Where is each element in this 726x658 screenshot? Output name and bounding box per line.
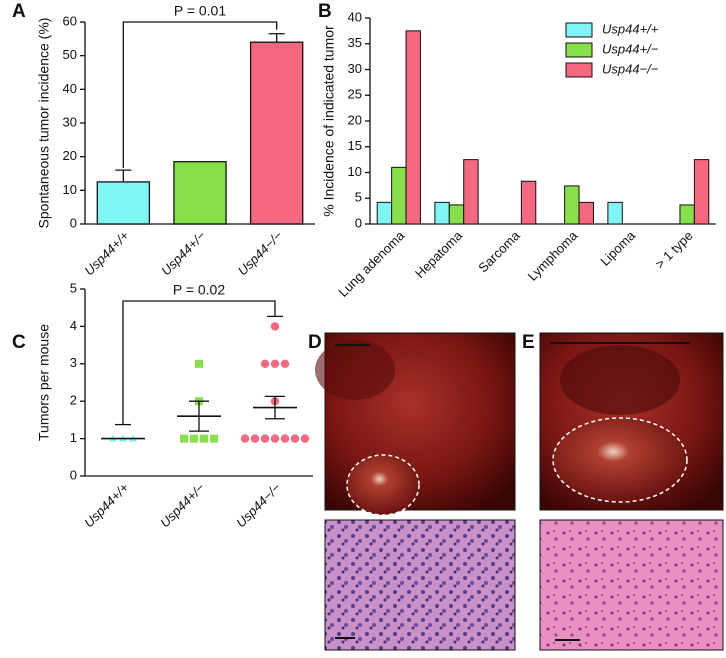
y-tick-label: 25 bbox=[348, 87, 362, 102]
dot bbox=[190, 434, 198, 443]
x-tick-label: > 1 type bbox=[652, 228, 696, 272]
bar bbox=[520, 180, 537, 225]
y-tick-label: 5 bbox=[70, 280, 77, 295]
bar bbox=[578, 201, 594, 225]
y-tick-label: 2 bbox=[70, 393, 77, 408]
panel-label: E bbox=[522, 332, 535, 353]
legend-swatch bbox=[565, 42, 593, 58]
x-tick-label: Usp44+/− bbox=[158, 228, 209, 279]
dot bbox=[260, 434, 270, 443]
dot bbox=[250, 434, 260, 443]
x-tick-label: Hepatoma bbox=[412, 227, 466, 281]
annotation: P = 0.02 bbox=[173, 282, 226, 298]
y-tick-label: 3 bbox=[70, 355, 77, 370]
bar bbox=[434, 201, 450, 225]
bar bbox=[376, 201, 393, 225]
x-tick-label: Lipoma bbox=[597, 227, 638, 268]
error-bar bbox=[115, 169, 132, 182]
y-tick-label: 5 bbox=[355, 190, 362, 205]
dot bbox=[270, 359, 280, 368]
annotation: P = 0.01 bbox=[174, 3, 227, 19]
y-tick-label: 0 bbox=[70, 215, 77, 230]
legend-label: Usp44+/− bbox=[602, 41, 659, 56]
y-tick-label: 35 bbox=[348, 35, 362, 50]
y-tick-label: 40 bbox=[63, 81, 77, 96]
dot bbox=[195, 359, 203, 368]
photo-e bbox=[539, 332, 724, 651]
y-axis-label: Spontaneous tumor incidence (%) bbox=[36, 18, 52, 229]
y-tick-label: 20 bbox=[348, 112, 362, 127]
y-tick-label: 30 bbox=[348, 61, 362, 76]
x-tick-label: Lymphoma bbox=[525, 227, 581, 283]
y-tick-label: 10 bbox=[63, 182, 77, 197]
dot bbox=[260, 359, 270, 368]
significance-bracket bbox=[122, 21, 278, 169]
bar bbox=[405, 30, 421, 225]
y-tick-label: 20 bbox=[63, 148, 77, 163]
error-bar bbox=[268, 33, 285, 43]
panel-label: D bbox=[308, 332, 322, 353]
x-tick-label: Lung adenoma bbox=[335, 227, 407, 299]
panel-label: B bbox=[318, 1, 332, 22]
x-tick-label: Usp44+/− bbox=[157, 480, 208, 531]
legend-label: Usp44+/+ bbox=[602, 21, 659, 36]
dot bbox=[290, 434, 300, 443]
x-tick-label: Usp44+/+ bbox=[81, 480, 132, 531]
y-tick-label: 4 bbox=[70, 318, 77, 333]
photo-d bbox=[315, 332, 516, 651]
bar bbox=[249, 41, 304, 225]
dot bbox=[200, 434, 208, 443]
y-tick-label: 1 bbox=[70, 430, 77, 445]
dot bbox=[280, 434, 290, 443]
x-tick-label: Sarcoma bbox=[475, 227, 523, 275]
sem-bar bbox=[189, 400, 209, 432]
bar bbox=[463, 159, 479, 225]
y-tick-label: 0 bbox=[355, 215, 362, 230]
legend-swatch bbox=[565, 62, 593, 78]
panel-label: A bbox=[12, 1, 26, 22]
dot bbox=[180, 434, 188, 443]
dot bbox=[210, 434, 218, 443]
x-tick-label: Usp44−/− bbox=[233, 480, 284, 531]
dot bbox=[280, 359, 290, 368]
y-axis-label: Tumors per mouse bbox=[36, 324, 52, 441]
y-tick-label: 60 bbox=[63, 13, 77, 28]
y-tick-label: 50 bbox=[63, 47, 77, 62]
legend-label: Usp44−/− bbox=[602, 61, 659, 76]
dot bbox=[240, 434, 250, 443]
legend-swatch bbox=[565, 22, 593, 38]
sem-bar bbox=[265, 395, 285, 420]
bar bbox=[96, 181, 151, 225]
y-tick-label: 30 bbox=[63, 114, 77, 129]
bar bbox=[391, 166, 407, 225]
y-tick-label: 15 bbox=[348, 138, 362, 153]
bar bbox=[607, 201, 623, 225]
bar bbox=[448, 204, 465, 225]
bar bbox=[173, 161, 227, 225]
dot bbox=[300, 434, 310, 443]
x-tick-label: Usp44+/+ bbox=[81, 228, 132, 279]
dot bbox=[270, 434, 280, 443]
significance-bracket bbox=[122, 300, 276, 425]
y-tick-label: 0 bbox=[70, 467, 77, 482]
dot bbox=[270, 322, 280, 331]
axis-line bbox=[369, 18, 716, 225]
x-tick-label: Usp44−/− bbox=[235, 228, 286, 279]
y-tick-label: 40 bbox=[348, 9, 362, 24]
panel-label: C bbox=[12, 332, 26, 353]
bar bbox=[679, 204, 695, 225]
y-tick-label: 10 bbox=[348, 164, 362, 179]
bar bbox=[693, 159, 710, 225]
bar bbox=[564, 185, 580, 225]
y-axis-label: % Incidence of indicated tumor bbox=[321, 25, 337, 217]
